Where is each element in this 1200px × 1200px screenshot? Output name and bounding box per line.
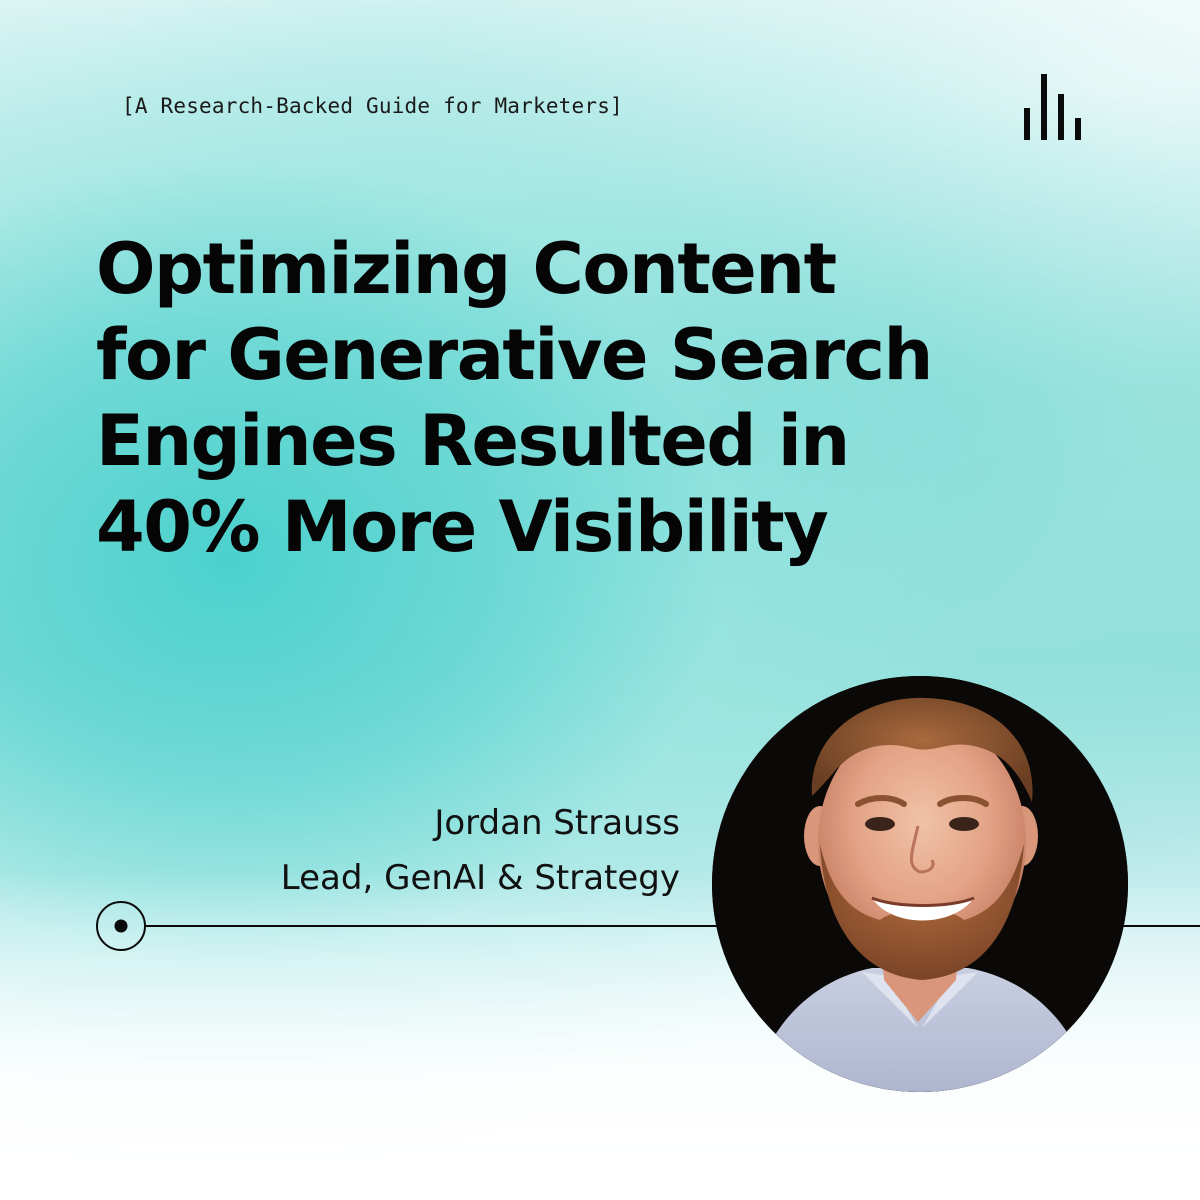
headline-line: 40% More Visibility [96,486,829,568]
headline-line: Optimizing Content [96,228,837,310]
bar-chart-logo-icon [1024,74,1081,140]
author-block: Jordan Strauss Lead, GenAI & Strategy [281,796,680,906]
author-title: Lead, GenAI & Strategy [280,858,680,898]
author-portrait-photo [712,676,1128,1092]
headline-line: for Generative Search [96,314,933,396]
headline-line: Engines Resulted in [96,400,850,482]
eyebrow-label: [A Research-Backed Guide for Marketers] [122,94,623,118]
headline: Optimizing Content for Generative Search… [96,226,1056,570]
author-name: Jordan Strauss [434,803,680,843]
